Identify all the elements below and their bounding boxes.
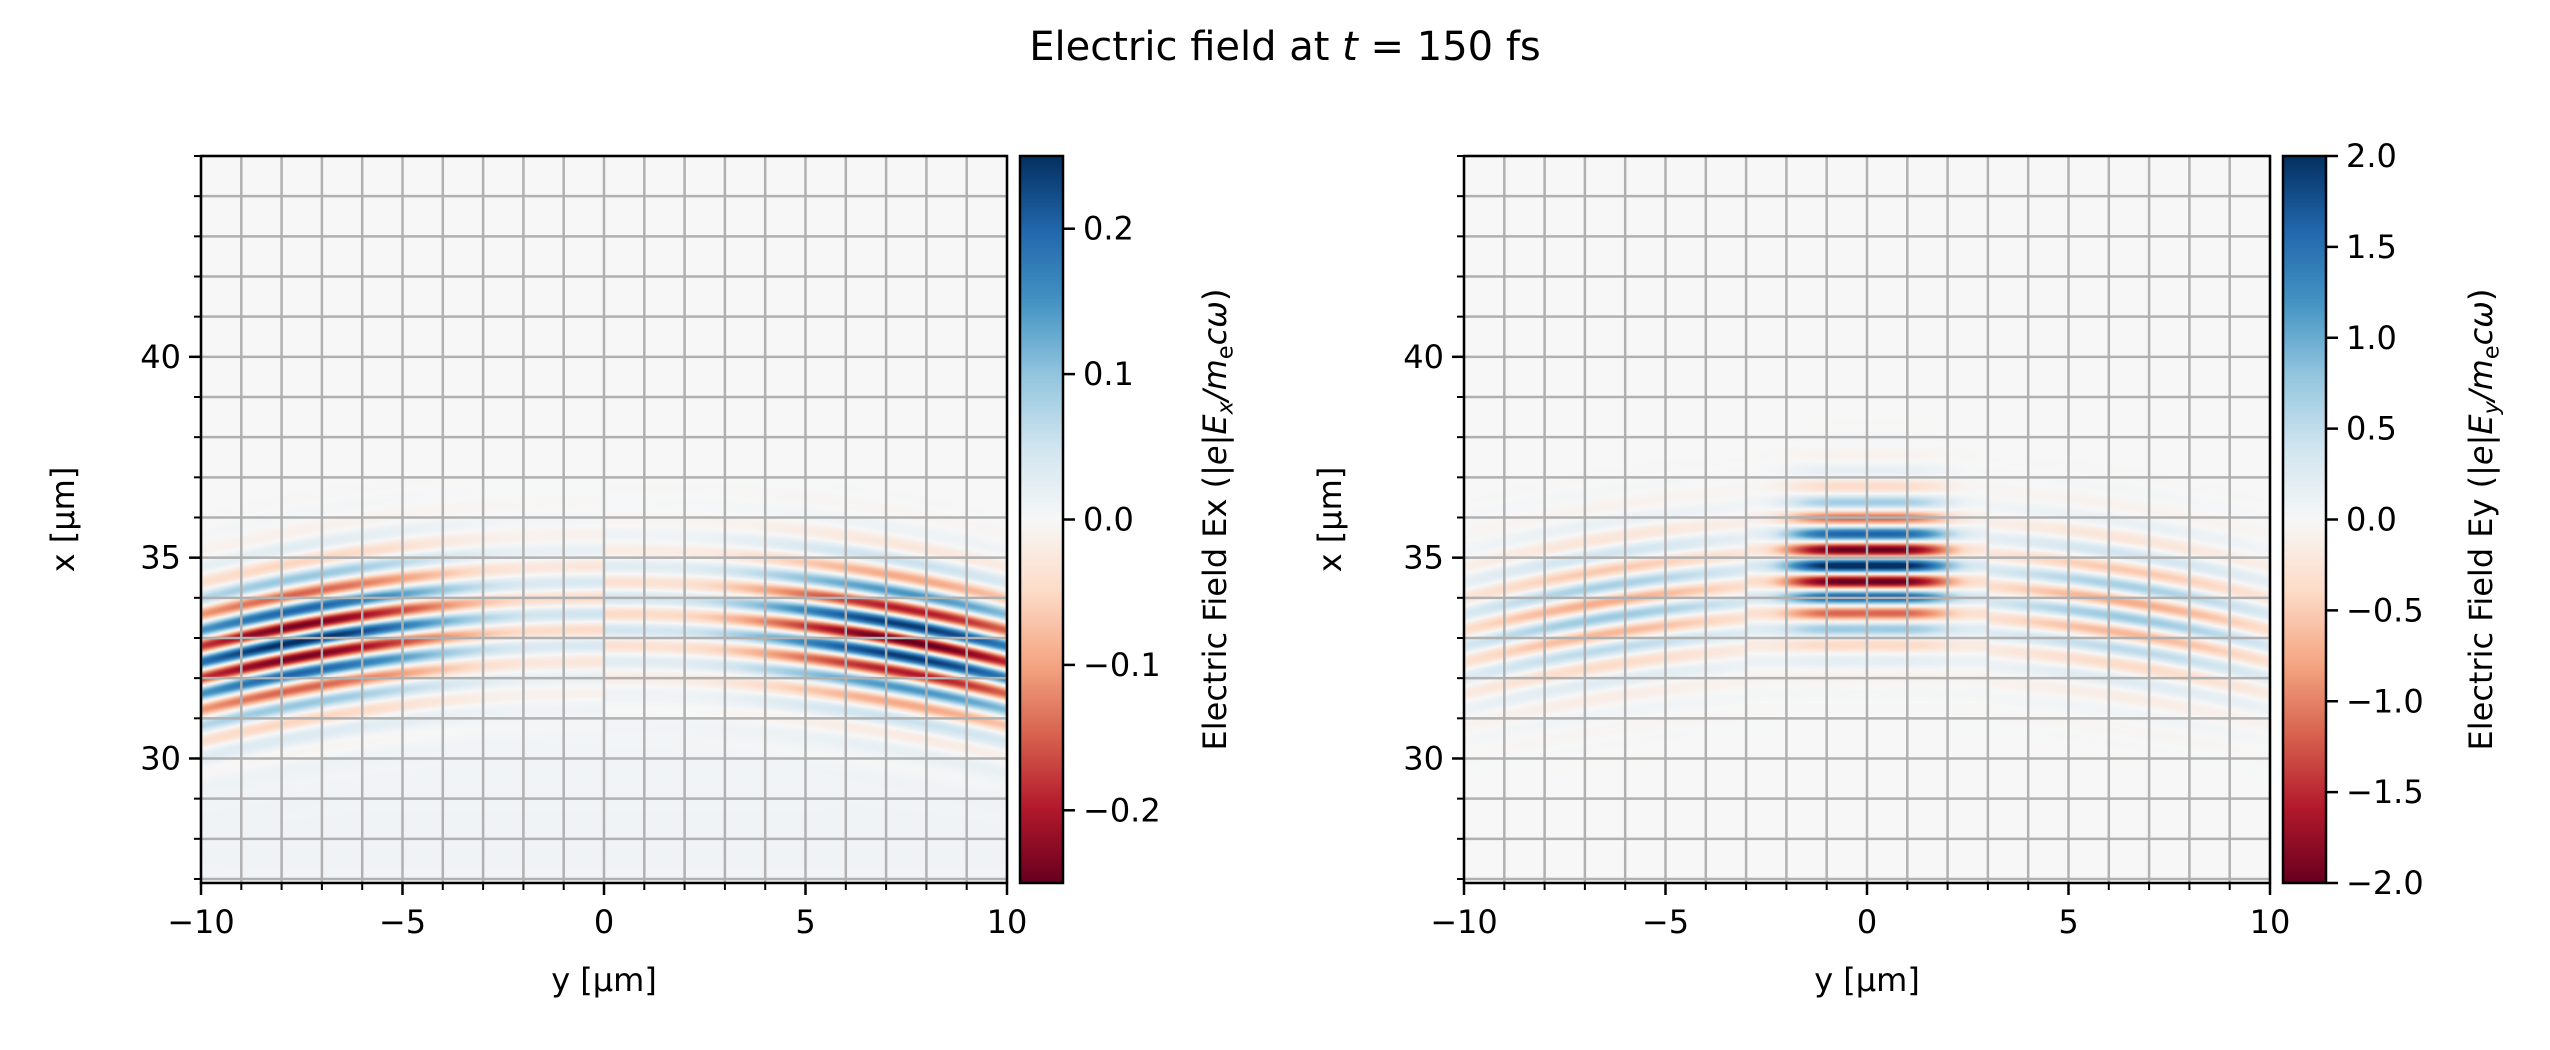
colorbar-tick-label: 1.0	[2346, 319, 2397, 357]
y-tick-label: 30	[140, 739, 181, 777]
colorbar-tick-label: −1.0	[2346, 682, 2424, 720]
label-segment: cω	[1196, 301, 1234, 345]
ex-colorbar	[1020, 156, 1063, 883]
colorbar-tick-label: 0.1	[1083, 355, 1134, 393]
colorbar-tick-label: −0.1	[1083, 646, 1161, 684]
colorbar-tick-label: 0.0	[2346, 501, 2397, 539]
label-segment: y	[2478, 400, 2504, 415]
label-segment: Electric Field Ex (|	[1196, 465, 1234, 750]
colorbar-tick-label: 0.2	[1083, 210, 1134, 248]
axes-ex: −10 −5 0 5 10 30 35 40 y [µm] x [µm] −0.2 −0.1 0.0 0.…	[44, 154, 1238, 999]
label-segment: = 150 fs	[1358, 24, 1541, 70]
colorbar-label: Electric Field Ey (|e|Ey/mecω)	[2462, 289, 2504, 751]
label-segment: e	[1196, 445, 1234, 465]
label-segment: e	[2462, 445, 2500, 465]
x-tick-label: 0	[594, 903, 614, 941]
colorbar-tick-label: −1.5	[2346, 773, 2424, 811]
label-segment: /	[2462, 387, 2500, 404]
ey-colorbar	[2283, 156, 2326, 883]
y-axis-label: x [µm]	[44, 467, 82, 573]
x-axis-label: y [µm]	[1814, 961, 1920, 999]
label-segment: e	[1212, 345, 1238, 359]
colorbar-tick-label: 2.0	[2346, 137, 2397, 175]
label-segment: x	[1212, 400, 1238, 415]
x-tick-label: −5	[379, 903, 426, 941]
colorbar-frame	[2281, 154, 2328, 885]
x-tick-label: 0	[1857, 903, 1877, 941]
label-segment: t	[1342, 24, 1359, 70]
x-tick-label: 10	[2250, 903, 2291, 941]
label-segment: e	[2478, 345, 2504, 359]
label-segment: /	[1196, 387, 1234, 404]
y-tick-label: 30	[1403, 739, 1444, 777]
y-tick-label: 40	[140, 338, 181, 376]
label-segment: Electric field at	[1029, 24, 1342, 70]
y-tick-label: 35	[140, 539, 181, 577]
x-tick-label: −10	[167, 903, 235, 941]
colorbar-tick-label: −0.2	[1083, 791, 1161, 829]
colorbar-tick-label: −2.0	[2346, 864, 2424, 902]
y-axis-label: x [µm]	[1311, 467, 1349, 573]
label-segment: Electric Field Ey (|	[2462, 465, 2500, 750]
x-tick-label: 10	[987, 903, 1028, 941]
colorbar-tick-label: −0.5	[2346, 591, 2424, 629]
y-tick-label: 35	[1403, 539, 1444, 577]
label-segment: E	[1196, 414, 1234, 435]
colorbar-frame	[1018, 154, 1065, 885]
figure-title: Electric field at t = 150 fs	[1029, 24, 1541, 70]
label-segment: E	[2462, 414, 2500, 435]
colorbar-tick-label: 0.5	[2346, 410, 2397, 448]
x-tick-label: −5	[1642, 903, 1689, 941]
y-tick-label: 40	[1403, 338, 1444, 376]
label-segment: |	[1196, 435, 1234, 446]
label-segment: m	[1196, 359, 1234, 390]
label-segment: )	[2462, 289, 2500, 301]
label-segment: )	[1196, 289, 1234, 301]
label-segment: cω	[2462, 301, 2500, 345]
x-axis-label: y [µm]	[551, 961, 657, 999]
colorbar-label: Electric Field Ex (|e|Ex/mecω)	[1196, 289, 1238, 751]
label-segment: |	[2462, 435, 2500, 446]
x-tick-label: −10	[1430, 903, 1498, 941]
axes-ey: −10 −5 0 5 10 30 35 40 y [µm] x [µm] −2.0 −1.5 −1.0 −…	[1311, 137, 2504, 999]
x-tick-label: 5	[795, 903, 815, 941]
colorbar-tick-label: 1.5	[2346, 228, 2397, 266]
x-tick-label: 5	[2058, 903, 2078, 941]
label-segment: m	[2462, 359, 2500, 390]
colorbar-tick-label: 0.0	[1083, 501, 1134, 539]
